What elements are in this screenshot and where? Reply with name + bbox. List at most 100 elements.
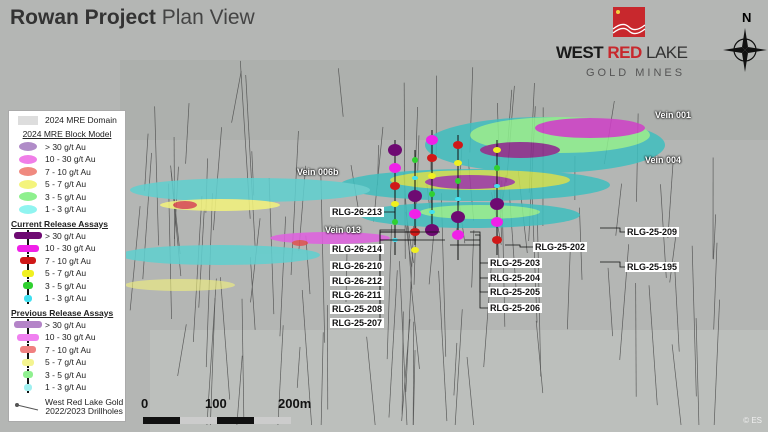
legend-item: 3 - 5 g/t Au	[11, 279, 123, 293]
drillhole-trace	[296, 346, 301, 388]
assay-intercept	[391, 201, 399, 207]
north-label: N	[742, 10, 752, 25]
drillhole-trace	[320, 332, 324, 426]
assay-intercept	[426, 135, 438, 145]
drillhole-trace	[671, 344, 682, 426]
compass-rose-icon	[723, 28, 767, 72]
drillhole-trace	[301, 289, 312, 426]
assay-intercept	[412, 176, 418, 180]
swatch	[24, 294, 32, 302]
swatch	[14, 321, 42, 329]
swatch	[19, 192, 37, 202]
legend-item: 1 - 3 g/t Au	[11, 381, 123, 394]
swatch	[24, 383, 32, 391]
legend-item: 3 - 5 g/t Au	[11, 191, 123, 204]
drillhole-trace	[713, 242, 718, 330]
logo: WEST RED LAKE GOLD MINES	[556, 43, 688, 79]
assay-intercept	[454, 160, 462, 166]
drillhole-label: RLG-25-207	[330, 318, 385, 328]
drillhole-trace	[412, 321, 415, 426]
scale-label-0: 0	[141, 396, 149, 411]
drillhole-trace	[713, 214, 717, 260]
assay-intercept	[411, 247, 419, 253]
swatch	[19, 142, 37, 152]
legend: 2024 MRE Domain 2024 MRE Block Model > 3…	[8, 110, 126, 422]
swatch	[17, 333, 39, 341]
swatch	[20, 257, 36, 265]
swatch	[23, 371, 33, 379]
drillhole-trace	[667, 163, 674, 239]
drillhole-trace	[177, 324, 187, 376]
drillhole-trace	[403, 82, 406, 259]
scale-bar-graphic	[143, 417, 291, 424]
assay-intercept	[409, 209, 421, 219]
legend-item: 1 - 3 g/t Au	[11, 203, 123, 216]
assay-intercept	[392, 219, 398, 225]
drillhole-label: RLG-26-211	[330, 290, 384, 300]
drillhole-trace	[695, 318, 700, 426]
legend-item: 7 - 10 g/t Au	[11, 343, 123, 357]
swatch	[22, 358, 34, 366]
legend-item: 5 - 7 g/t Au	[11, 267, 123, 280]
swatch	[17, 244, 39, 252]
assay-intercept	[453, 141, 463, 149]
assay-intercept	[452, 230, 464, 240]
drillhole-trace	[386, 225, 392, 360]
drillhole-trace	[454, 309, 463, 426]
vein-label: Vein 006b	[297, 167, 339, 177]
vein-label: Vein 001	[655, 110, 692, 120]
drillhole-trace	[635, 282, 637, 397]
drillhole-trace	[206, 278, 217, 426]
legend-item: 7 - 10 g/t Au	[11, 166, 123, 179]
scale-label-200m: 200m	[278, 396, 312, 411]
drillhole-trace	[401, 319, 411, 421]
legend-item: 10 - 30 g/t Au	[11, 242, 123, 255]
assay-intercept	[493, 147, 501, 153]
page-title: Rowan Project Plan View	[10, 6, 255, 29]
assay-intercept	[455, 178, 461, 184]
drillhole-trace	[154, 106, 159, 246]
assay-intercept	[494, 184, 500, 188]
drillhole-label: RLG-26-212	[330, 276, 385, 286]
drillhole-trace	[388, 270, 398, 418]
drillhole-trace	[401, 311, 404, 415]
assay-intercept	[429, 191, 435, 197]
assay-intercept	[408, 190, 422, 202]
drillhole-label: RLG-25-208	[330, 304, 385, 314]
legend-item: 1 - 3 g/t Au	[11, 292, 123, 305]
drillhole-trace	[669, 230, 677, 283]
drillhole-trace	[241, 298, 245, 420]
drillhole-label: RLG-25-209	[625, 227, 680, 237]
drillhole-trace	[648, 285, 658, 406]
drillhole-label: RLG-25-205	[488, 287, 543, 297]
swatch	[19, 154, 37, 164]
legend-current-title: Current Release Assays	[11, 218, 109, 229]
assay-intercept	[388, 144, 402, 156]
legend-item: 10 - 30 g/t Au	[11, 153, 123, 166]
swatch	[20, 346, 36, 354]
vein-domains	[120, 117, 665, 291]
legend-item: 5 - 7 g/t Au	[11, 178, 123, 191]
drillhole-trace	[277, 325, 284, 426]
drillhole-trace	[410, 281, 420, 369]
swatch	[19, 179, 37, 189]
assay-intercept	[390, 182, 400, 190]
swatch	[14, 232, 42, 240]
assay-intercept	[494, 165, 500, 171]
assay-intercept	[412, 157, 418, 163]
drillhole-trace	[615, 183, 622, 236]
vein-label: Vein 013	[325, 225, 362, 235]
drillhole-trace	[144, 133, 149, 191]
vein-label: Vein 004	[645, 155, 682, 165]
legend-item: 10 - 30 g/t Au	[11, 331, 123, 344]
leader-line	[505, 244, 533, 248]
drillhole-trace	[567, 251, 571, 330]
assay-intercept	[389, 163, 401, 173]
scale-label-100: 100	[205, 396, 227, 411]
drillhole-trace	[305, 235, 311, 295]
drillhole-trace	[231, 71, 242, 123]
drillhole-label: RLG-25-203	[488, 258, 543, 268]
drillhole-trace	[245, 75, 256, 247]
drillhole-label: RLG-25-195	[625, 262, 680, 272]
